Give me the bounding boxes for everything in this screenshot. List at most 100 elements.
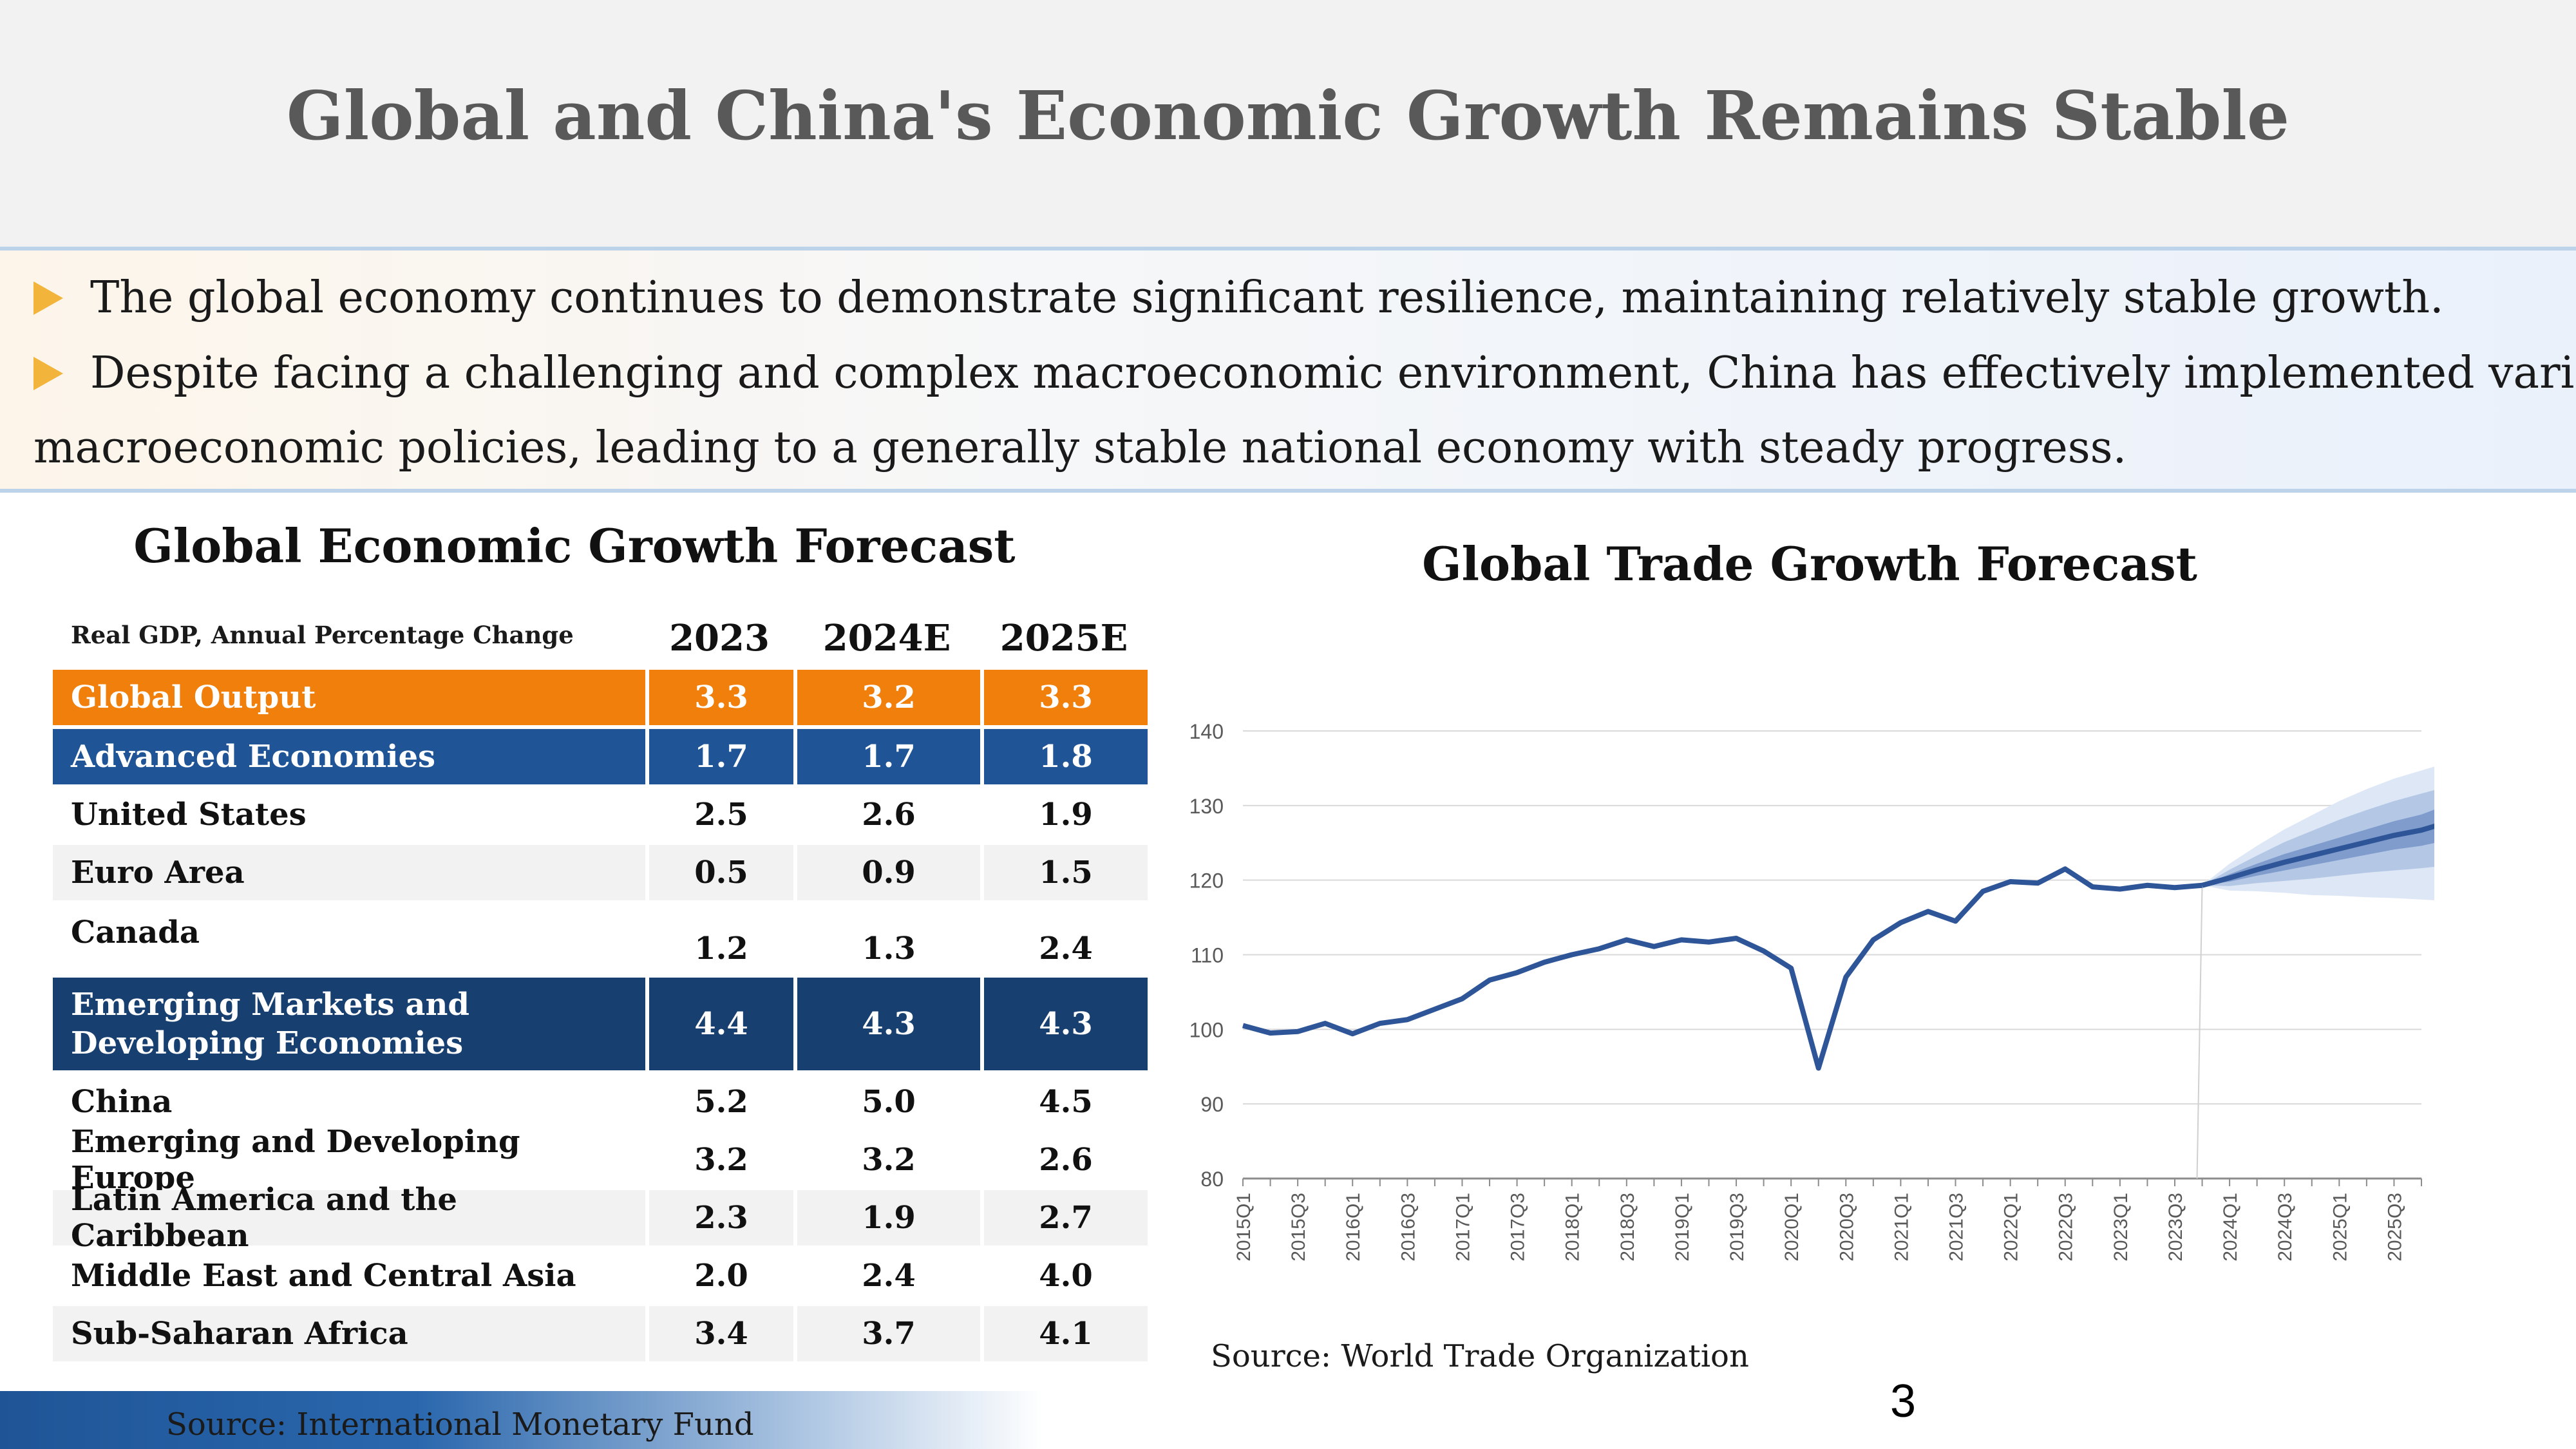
x-tick-label: 2025Q1 xyxy=(2329,1193,2351,1262)
x-tick-label: 2017Q1 xyxy=(1452,1193,1473,1262)
cell-2025e: 4.5 xyxy=(980,1074,1148,1130)
row-label: Global Output xyxy=(71,679,316,715)
cell-2023: 3.2 xyxy=(645,1132,793,1188)
x-tick-label: 2024Q3 xyxy=(2275,1193,2296,1262)
cell-2025e: 1.8 xyxy=(980,729,1148,784)
row-label: Sub-Saharan Africa xyxy=(71,1316,408,1352)
table-row: Emerging and Developing Europe 3.2 3.2 2… xyxy=(53,1124,1148,1196)
y-tick-label: 90 xyxy=(1200,1093,1224,1116)
row-label: China xyxy=(71,1084,173,1120)
bullet-1-text: The global economy continues to demonstr… xyxy=(90,272,2444,323)
x-tick-label: 2019Q3 xyxy=(1727,1193,1748,1262)
cell-2024e: 2.6 xyxy=(793,787,980,842)
cell-2025e: 4.3 xyxy=(980,978,1148,1070)
row-label: United States xyxy=(71,797,307,833)
row-label: Euro Area xyxy=(71,855,245,891)
cell-2023: 5.2 xyxy=(645,1074,793,1130)
x-tick-label: 2018Q3 xyxy=(1617,1193,1638,1262)
trade-chart-title: Global Trade Growth Forecast xyxy=(1422,536,2197,591)
x-tick-label: 2015Q1 xyxy=(1233,1193,1255,1262)
forecast-divider xyxy=(2196,885,2203,1179)
bullet-2-text: Despite facing a challenging and complex… xyxy=(90,348,2576,399)
cell-2023: 2.3 xyxy=(645,1190,793,1245)
bullet-1: The global economy continues to demonstr… xyxy=(33,276,2444,320)
cell-2024e: 1.3 xyxy=(793,903,980,975)
table-row: Middle East and Central Asia 2.0 2.4 4.0 xyxy=(53,1248,1148,1303)
cell-2025e: 1.5 xyxy=(980,845,1148,900)
cell-2024e: 2.4 xyxy=(793,1248,980,1303)
cell-2023: 3.4 xyxy=(645,1306,793,1361)
cell-2024e: 5.0 xyxy=(793,1074,980,1130)
cell-2023: 1.2 xyxy=(645,903,793,975)
cell-2023: 1.7 xyxy=(645,729,793,784)
y-tick-label: 120 xyxy=(1189,869,1224,893)
cell-2023: 4.4 xyxy=(645,978,793,1070)
row-label: Emerging and Developing Europe xyxy=(71,1124,520,1196)
x-tick-label: 2017Q3 xyxy=(1508,1193,1529,1262)
forecast-band xyxy=(2202,790,2434,886)
cell-2025e: 4.1 xyxy=(980,1306,1148,1361)
summary-box: The global economy continues to demonstr… xyxy=(0,251,2576,493)
x-tick-label: 2020Q1 xyxy=(1781,1193,1803,1262)
cell-2024e: 1.9 xyxy=(793,1190,980,1245)
y-tick-label: 140 xyxy=(1189,720,1224,743)
cell-2023: 3.3 xyxy=(645,670,793,725)
table-row: Sub-Saharan Africa 3.4 3.7 4.1 xyxy=(53,1306,1148,1361)
table-row: Emerging Markets and Developing Economie… xyxy=(53,978,1148,1070)
cell-2024e: 3.2 xyxy=(793,1132,980,1188)
cell-2025e: 4.0 xyxy=(980,1248,1148,1303)
cell-2024e: 3.2 xyxy=(793,670,980,725)
cell-2024e: 4.3 xyxy=(793,978,980,1070)
table-row: Advanced Economies 1.7 1.7 1.8 xyxy=(53,729,1148,784)
x-tick-label: 2020Q3 xyxy=(1836,1193,1857,1262)
actual-trade-line xyxy=(1242,866,2202,1071)
forecast-trade-line xyxy=(2201,823,2434,888)
column-header-2025e: 2025E xyxy=(999,617,1128,659)
cell-2023: 0.5 xyxy=(645,845,793,900)
trade-chart-source: Source: World Trade Organization xyxy=(1211,1338,1749,1374)
cell-2024e: 3.7 xyxy=(793,1306,980,1361)
page-number: 3 xyxy=(1890,1376,1917,1427)
slide-header: Global and China's Economic Growth Remai… xyxy=(0,0,2576,251)
row-label: Advanced Economies xyxy=(71,739,436,775)
y-tick-label: 80 xyxy=(1200,1168,1224,1191)
table-row: Global Output 3.3 3.2 3.3 xyxy=(53,670,1148,725)
cell-2025e: 2.7 xyxy=(980,1190,1148,1245)
x-tick-label: 2022Q3 xyxy=(2056,1193,2077,1262)
x-tick-label: 2015Q3 xyxy=(1288,1193,1309,1262)
column-header-2023: 2023 xyxy=(669,617,770,659)
y-tick-label: 100 xyxy=(1189,1018,1224,1041)
bullet-triangle-icon xyxy=(33,357,63,390)
table-unit-label: Real GDP, Annual Percentage Change xyxy=(71,621,574,649)
cell-2024e: 1.7 xyxy=(793,729,980,784)
row-label: Middle East and Central Asia xyxy=(71,1258,576,1294)
cell-2023: 2.5 xyxy=(645,787,793,842)
x-tick-label: 2016Q1 xyxy=(1343,1193,1364,1262)
table-row: China 5.2 5.0 4.5 xyxy=(53,1074,1148,1130)
cell-2025e: 1.9 xyxy=(980,787,1148,842)
slide-title: Global and China's Economic Growth Remai… xyxy=(286,76,2290,155)
x-tick-label: 2025Q3 xyxy=(2384,1193,2405,1262)
cell-2023: 2.0 xyxy=(645,1248,793,1303)
row-label: Emerging Markets and Developing Economie… xyxy=(71,987,469,1061)
y-tick-label: 110 xyxy=(1191,944,1224,967)
table-row: United States 2.5 2.6 1.9 xyxy=(53,787,1148,842)
table-row: Latin America and the Caribbean 2.3 1.9 … xyxy=(53,1182,1148,1254)
trade-growth-chart: 80 90 100 110 120 130 140 2015Q1 2015Q3 2016Q1 201… xyxy=(1189,720,2434,1262)
bullet-2: Despite facing a challenging and complex… xyxy=(33,352,2576,395)
row-label: Latin America and the Caribbean xyxy=(71,1182,457,1254)
x-tick-label: 2024Q1 xyxy=(2220,1193,2241,1262)
x-tick-label: 2018Q1 xyxy=(1562,1193,1584,1262)
cell-2025e: 3.3 xyxy=(980,670,1148,725)
x-tick-label: 2021Q1 xyxy=(1891,1193,1912,1262)
footer-gradient-bar xyxy=(0,1391,1043,1449)
bullet-2-continuation: macroeconomic policies, leading to a gen… xyxy=(33,422,2127,473)
y-tick-label: 130 xyxy=(1189,795,1224,818)
x-tick-label: 2021Q3 xyxy=(1946,1193,1967,1262)
x-tick-label: 2019Q1 xyxy=(1672,1193,1693,1262)
table-row: Canada 1.2 1.3 2.4 xyxy=(53,903,1148,975)
x-tick-label: 2016Q3 xyxy=(1397,1193,1419,1262)
x-tick-label: 2023Q3 xyxy=(2165,1193,2186,1262)
table-source: Source: International Monetary Fund xyxy=(166,1406,754,1443)
cell-2025e: 2.4 xyxy=(980,903,1148,975)
